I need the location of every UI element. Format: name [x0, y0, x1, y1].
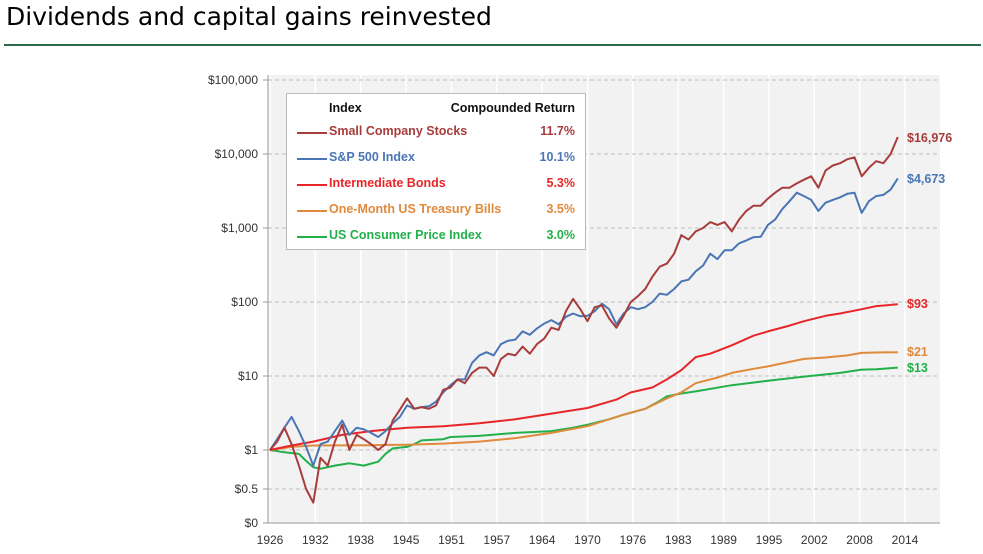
legend-series-return: 3.0% [546, 228, 576, 242]
legend: Index Compounded Return Small Company St… [286, 93, 586, 250]
legend-item: Small Company Stocks 11.7% [287, 123, 585, 143]
page-title: Dividends and capital gains reinvested [6, 2, 492, 31]
x-tick-label: 1932 [302, 533, 329, 547]
y-tick-label: $100 [231, 295, 258, 309]
x-tick-label: 1951 [438, 533, 465, 547]
legend-series-name: Small Company Stocks [329, 124, 468, 138]
legend-item: One-Month US Treasury Bills 3.5% [287, 201, 585, 221]
legend-series-return: 5.3% [546, 176, 576, 190]
y-tick-label: $1,000 [221, 221, 258, 235]
x-tick-label: 2014 [892, 533, 919, 547]
x-tick-label: 1938 [347, 533, 374, 547]
legend-series-return: 11.7% [540, 124, 575, 138]
legend-series-name: Intermediate Bonds [329, 176, 446, 190]
x-tick-label: 2002 [801, 533, 828, 547]
legend-header-return: Compounded Return [450, 101, 575, 115]
legend-swatch [297, 210, 327, 212]
y-tick-label: $10,000 [215, 147, 259, 161]
legend-header-index: Index [329, 101, 362, 115]
end-value-label: $16,976 [907, 131, 952, 145]
x-tick-label: 1945 [393, 533, 420, 547]
series-line-one-month-us-treasury-bills [269, 351, 898, 451]
x-tick-label: 1983 [665, 533, 692, 547]
x-tick-label: 1995 [756, 533, 783, 547]
end-value-label: $4,673 [907, 172, 945, 186]
end-value-label: $13 [907, 361, 928, 375]
legend-swatch [297, 132, 327, 134]
legend-series-name: S&P 500 Index [329, 150, 415, 164]
x-tick-label: 1989 [710, 533, 737, 547]
y-tick-label: $100,000 [208, 73, 258, 87]
x-tick-label: 1957 [483, 533, 510, 547]
y-tick-label: $0 [245, 516, 259, 530]
legend-series-return: 3.5% [546, 202, 576, 216]
series-line-us-consumer-price-index [269, 366, 898, 470]
legend-series-return: 10.1% [539, 150, 575, 164]
x-tick-label: 1970 [574, 533, 601, 547]
legend-swatch [297, 236, 327, 238]
legend-series-name: One-Month US Treasury Bills [329, 202, 502, 216]
legend-item: US Consumer Price Index 3.0% [287, 227, 585, 247]
x-tick-label: 1976 [620, 533, 647, 547]
end-value-label: $93 [907, 297, 928, 311]
legend-item: S&P 500 Index 10.1% [287, 149, 585, 169]
x-tick-label: 1964 [529, 533, 556, 547]
series-line-small-company-stocks [269, 136, 899, 504]
y-tick-label: $1 [245, 443, 259, 457]
legend-item: Intermediate Bonds 5.3% [287, 175, 585, 195]
y-tick-label: $10 [238, 369, 258, 383]
legend-series-name: US Consumer Price Index [329, 228, 482, 242]
legend-swatch [297, 184, 327, 186]
x-tick-label: 2008 [846, 533, 873, 547]
legend-swatch [297, 158, 327, 160]
title-divider [4, 44, 981, 46]
end-value-label: $21 [907, 345, 928, 359]
y-tick-label: $0.5 [235, 482, 259, 496]
x-tick-label: 1926 [257, 533, 284, 547]
